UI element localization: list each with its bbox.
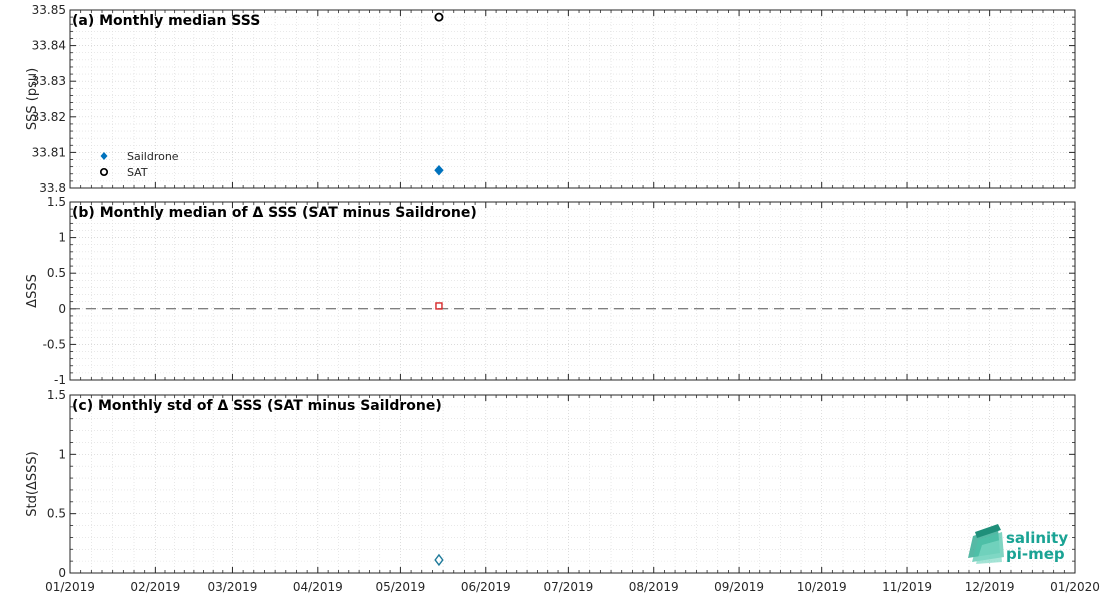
panel-b: -1 -0.5 0 0.5 1 1.5 (b) Monthly median of Δ SS… — [25, 195, 1076, 387]
y-tick-label: 0.5 — [47, 266, 66, 280]
x-tick-label: 10/2019 — [797, 580, 847, 594]
x-tick-label: 05/2019 — [375, 580, 425, 594]
x-tick-label: 11/2019 — [882, 580, 932, 594]
plot-area — [70, 10, 1075, 188]
y-tick-label: 33.85 — [32, 3, 66, 17]
plot-frame — [69, 394, 1076, 574]
y-tick-label: 33.8 — [39, 181, 66, 195]
y-tick-label: -0.5 — [43, 337, 66, 351]
y-tick-label: 0 — [58, 566, 66, 580]
y-tick-label: 0 — [58, 302, 66, 316]
x-tick-label: 06/2019 — [461, 580, 511, 594]
y-tick-label: 0.5 — [47, 507, 66, 521]
y-tick-label: 1 — [58, 447, 66, 461]
plot-frame — [69, 201, 1076, 381]
y-tick-label: 33.82 — [32, 110, 66, 124]
panel-title: (a) Monthly median SSS — [72, 13, 260, 29]
panel-c: 0 0.5 1 1.5 (c) Monthly std of Δ SSS (SAT mi… — [25, 388, 1076, 580]
legend-marker-sat — [99, 167, 109, 177]
series-0-point — [434, 553, 444, 567]
saildrone-point — [434, 164, 444, 176]
x-tick-label: 09/2019 — [714, 580, 764, 594]
y-tick-label: 33.84 — [32, 39, 66, 53]
panel-a: 33.8 33.81 33.82 33.83 33.84 33.85 (a) Monthly… — [25, 3, 1076, 195]
panel-title: (b) Monthly median of Δ SSS (SAT minus S… — [72, 205, 477, 221]
plot-frame — [69, 9, 1076, 189]
legend-marker-saildrone — [100, 152, 108, 160]
y-axis-label: SSS (psu) — [25, 68, 40, 130]
legend: Saildrone SAT — [99, 150, 179, 179]
y-axis-label: Std(ΔSSS) — [25, 451, 40, 516]
y-tick-label: 1 — [58, 231, 66, 245]
salinity-pi-mep-logo: salinity pi-mep — [968, 524, 1068, 564]
panels: 33.8 33.81 33.82 33.83 33.84 33.85 (a) Monthly… — [25, 3, 1100, 594]
x-tick-label: 01/2020 — [1050, 580, 1100, 594]
x-tick-label: 07/2019 — [543, 580, 593, 594]
x-tick-label: 03/2019 — [208, 580, 258, 594]
plot-area — [70, 202, 1075, 380]
x-tick-label: 08/2019 — [629, 580, 679, 594]
series-0-point — [435, 302, 443, 310]
y-tick-label: 1.5 — [47, 388, 66, 402]
y-tick-label: -1 — [54, 373, 66, 387]
logo-line1: salinity — [1006, 529, 1068, 547]
x-tick-label: 02/2019 — [130, 580, 180, 594]
x-tick-label: 12/2019 — [965, 580, 1015, 594]
y-tick-label: 33.81 — [32, 145, 66, 159]
y-axis-label: ΔSSS — [25, 274, 40, 308]
y-tick-label: 33.83 — [32, 74, 66, 88]
legend-label-saildrone: Saildrone — [127, 150, 179, 163]
panel-title: (c) Monthly std of Δ SSS (SAT minus Sail… — [72, 398, 442, 414]
logo-wave-icon — [968, 524, 1004, 564]
x-tick-label: 04/2019 — [293, 580, 343, 594]
legend-label-sat: SAT — [127, 166, 148, 179]
x-tick-label: 01/2019 — [45, 580, 95, 594]
logo-line2: pi-mep — [1006, 545, 1065, 563]
y-tick-label: 1.5 — [47, 195, 66, 209]
sat-point — [434, 12, 444, 22]
plot-area — [70, 395, 1075, 573]
